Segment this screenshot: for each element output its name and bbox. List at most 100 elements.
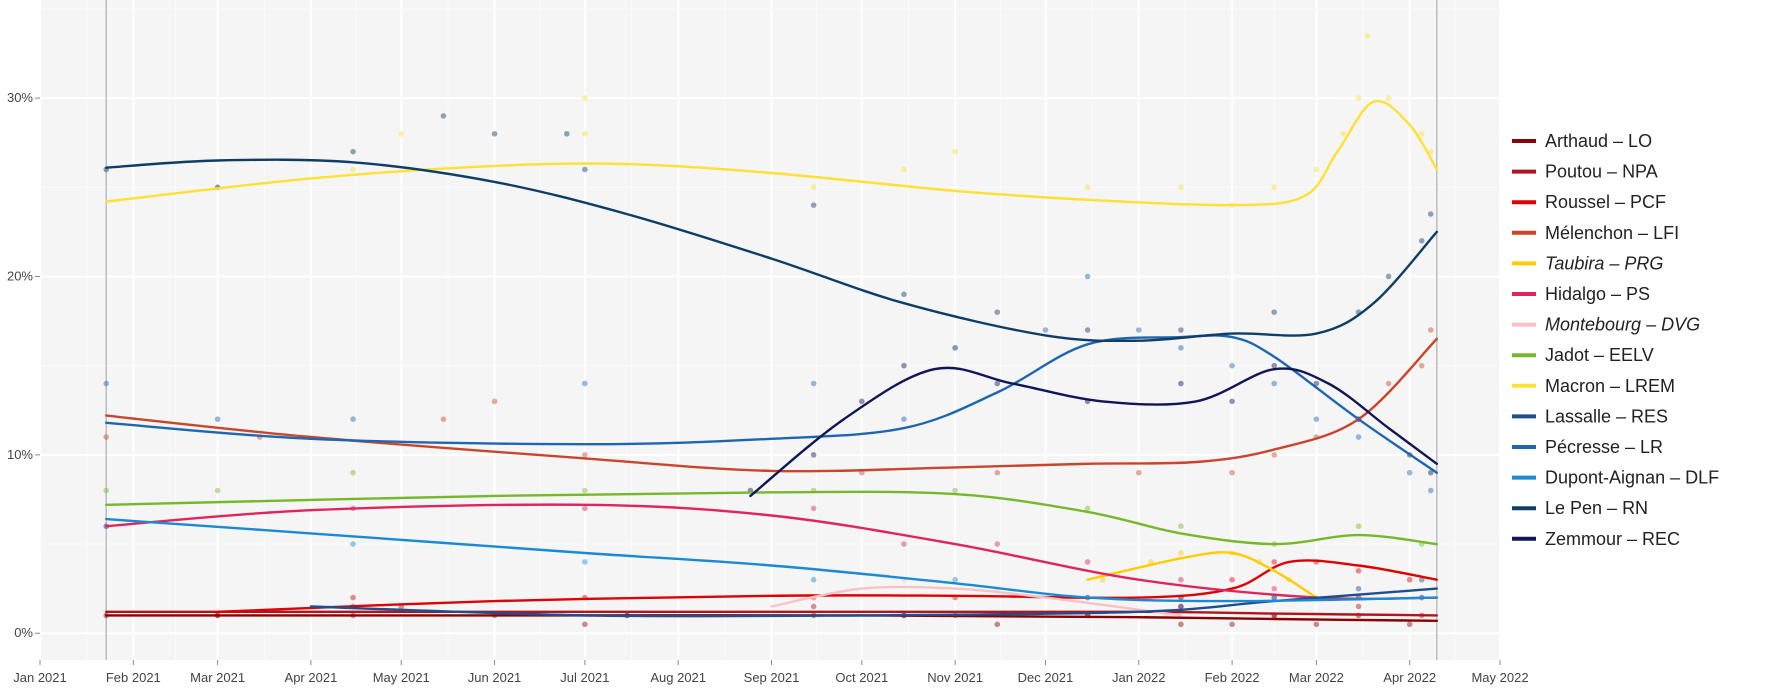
x-axis-ticks: Jan 2021 Feb 2021 Mar 2021 Apr 2021 May 2021… — [13, 660, 1529, 685]
poll-dot — [1271, 594, 1278, 601]
y-tick-label: 10% — [7, 447, 33, 462]
poll-dot — [1427, 327, 1434, 333]
poll-dot — [1178, 523, 1184, 530]
poll-dot — [1355, 568, 1362, 574]
poll-dot — [1084, 559, 1091, 565]
poll-dot — [1178, 603, 1184, 610]
poll-dot — [103, 434, 110, 440]
poll-dot — [1355, 585, 1362, 592]
poll-dot — [901, 416, 907, 422]
poll-dot — [103, 380, 110, 387]
x-tick-label: May 2021 — [373, 670, 430, 685]
poll-dot — [810, 576, 817, 583]
poll-dot — [1418, 362, 1425, 369]
poll-dot — [1418, 130, 1425, 137]
poll-dot — [1385, 95, 1392, 101]
poll-dot — [810, 380, 817, 387]
legend-label: Pécresse – LR — [1545, 437, 1663, 457]
poll-dot — [1355, 95, 1362, 101]
x-tick-label: Mar 2022 — [1289, 670, 1344, 685]
poll-dot — [1229, 469, 1235, 476]
poll-dot — [859, 398, 865, 405]
poll-dot — [1427, 469, 1434, 476]
poll-dot — [994, 541, 1001, 547]
poll-dot — [582, 621, 588, 628]
x-tick-label: Feb 2021 — [106, 670, 161, 685]
poll-dot — [1084, 273, 1091, 280]
poll-dot — [350, 166, 356, 173]
legend-label: Taubira – PRG — [1545, 253, 1663, 273]
poll-dot — [1229, 576, 1235, 583]
poll-dot — [1135, 469, 1142, 476]
poll-dot — [350, 416, 356, 422]
poll-dot — [1271, 594, 1278, 601]
trend-line — [105, 490, 1438, 546]
poll-dot — [582, 452, 588, 458]
poll-dot — [901, 291, 907, 298]
poll-dot — [1099, 576, 1106, 583]
legend-label: Lassalle – RES — [1545, 406, 1668, 426]
poll-dot — [1178, 327, 1184, 333]
poll-dot — [350, 148, 356, 155]
poll-dot — [1084, 184, 1091, 191]
poll-dot — [994, 309, 1001, 315]
poll-dot — [1178, 550, 1184, 556]
y-tick-label: 30% — [7, 90, 33, 105]
poll-dot — [1427, 487, 1434, 494]
poll-dot — [952, 487, 958, 494]
trend-line — [105, 517, 1438, 603]
poll-dot — [564, 130, 570, 137]
poll-dot — [1313, 380, 1320, 387]
poll-dot — [901, 362, 907, 369]
poll-dot — [398, 130, 405, 137]
poll-dot — [1313, 416, 1320, 422]
x-tick-label: Apr 2022 — [1383, 670, 1436, 685]
poll-dot — [1178, 345, 1184, 351]
x-tick-label: Apr 2021 — [285, 670, 338, 685]
legend-label: Dupont-Aignan – DLF — [1545, 468, 1719, 488]
poll-dot — [1355, 523, 1362, 530]
poll-dot — [1178, 603, 1184, 610]
poll-dot — [582, 130, 588, 137]
x-tick-label: Nov 2021 — [927, 670, 983, 685]
poll-dot — [582, 559, 588, 565]
poll-dot — [1271, 380, 1278, 387]
trend-line — [105, 334, 1438, 474]
poll-dot — [214, 416, 221, 422]
poll-dot — [491, 398, 498, 405]
poll-dot — [1355, 434, 1362, 440]
y-tick-label: 0% — [14, 625, 33, 640]
poll-dot — [1340, 130, 1347, 137]
poll-dot — [582, 505, 588, 512]
poll-dot — [952, 148, 958, 155]
trend-line — [770, 585, 1183, 617]
legend-label: Macron – LREM — [1545, 376, 1675, 396]
poll-dot — [1313, 166, 1320, 173]
poll-dot — [994, 621, 1001, 628]
poll-dot — [1406, 576, 1413, 583]
trend-line — [105, 610, 1438, 617]
legend-label: Poutou – NPA — [1545, 162, 1658, 182]
poll-dot — [350, 469, 356, 476]
poll-dot — [1178, 576, 1184, 583]
x-tick-label: Sep 2021 — [744, 670, 800, 685]
poll-dot — [1364, 32, 1371, 39]
legend-label: Zemmour – REC — [1545, 529, 1680, 549]
poll-dot — [350, 594, 356, 601]
legend-label: Hidalgo – PS — [1545, 284, 1650, 304]
poll-dot — [1385, 380, 1392, 387]
grid — [39, 0, 1501, 660]
x-tick-label: Jun 2021 — [468, 670, 522, 685]
poll-dot — [440, 416, 447, 422]
poll-dot — [994, 469, 1001, 476]
trend-lines — [105, 99, 1438, 622]
poll-dot — [901, 541, 907, 547]
poll-dot — [1406, 621, 1413, 628]
legend-label: Mélenchon – LFI — [1545, 223, 1679, 243]
x-tick-label: Mar 2021 — [190, 670, 245, 685]
poll-dot — [1427, 211, 1434, 217]
poll-dot — [1135, 327, 1142, 333]
poll-dot — [1418, 576, 1425, 583]
poll-dot — [952, 576, 958, 583]
poll-dot — [810, 505, 817, 512]
